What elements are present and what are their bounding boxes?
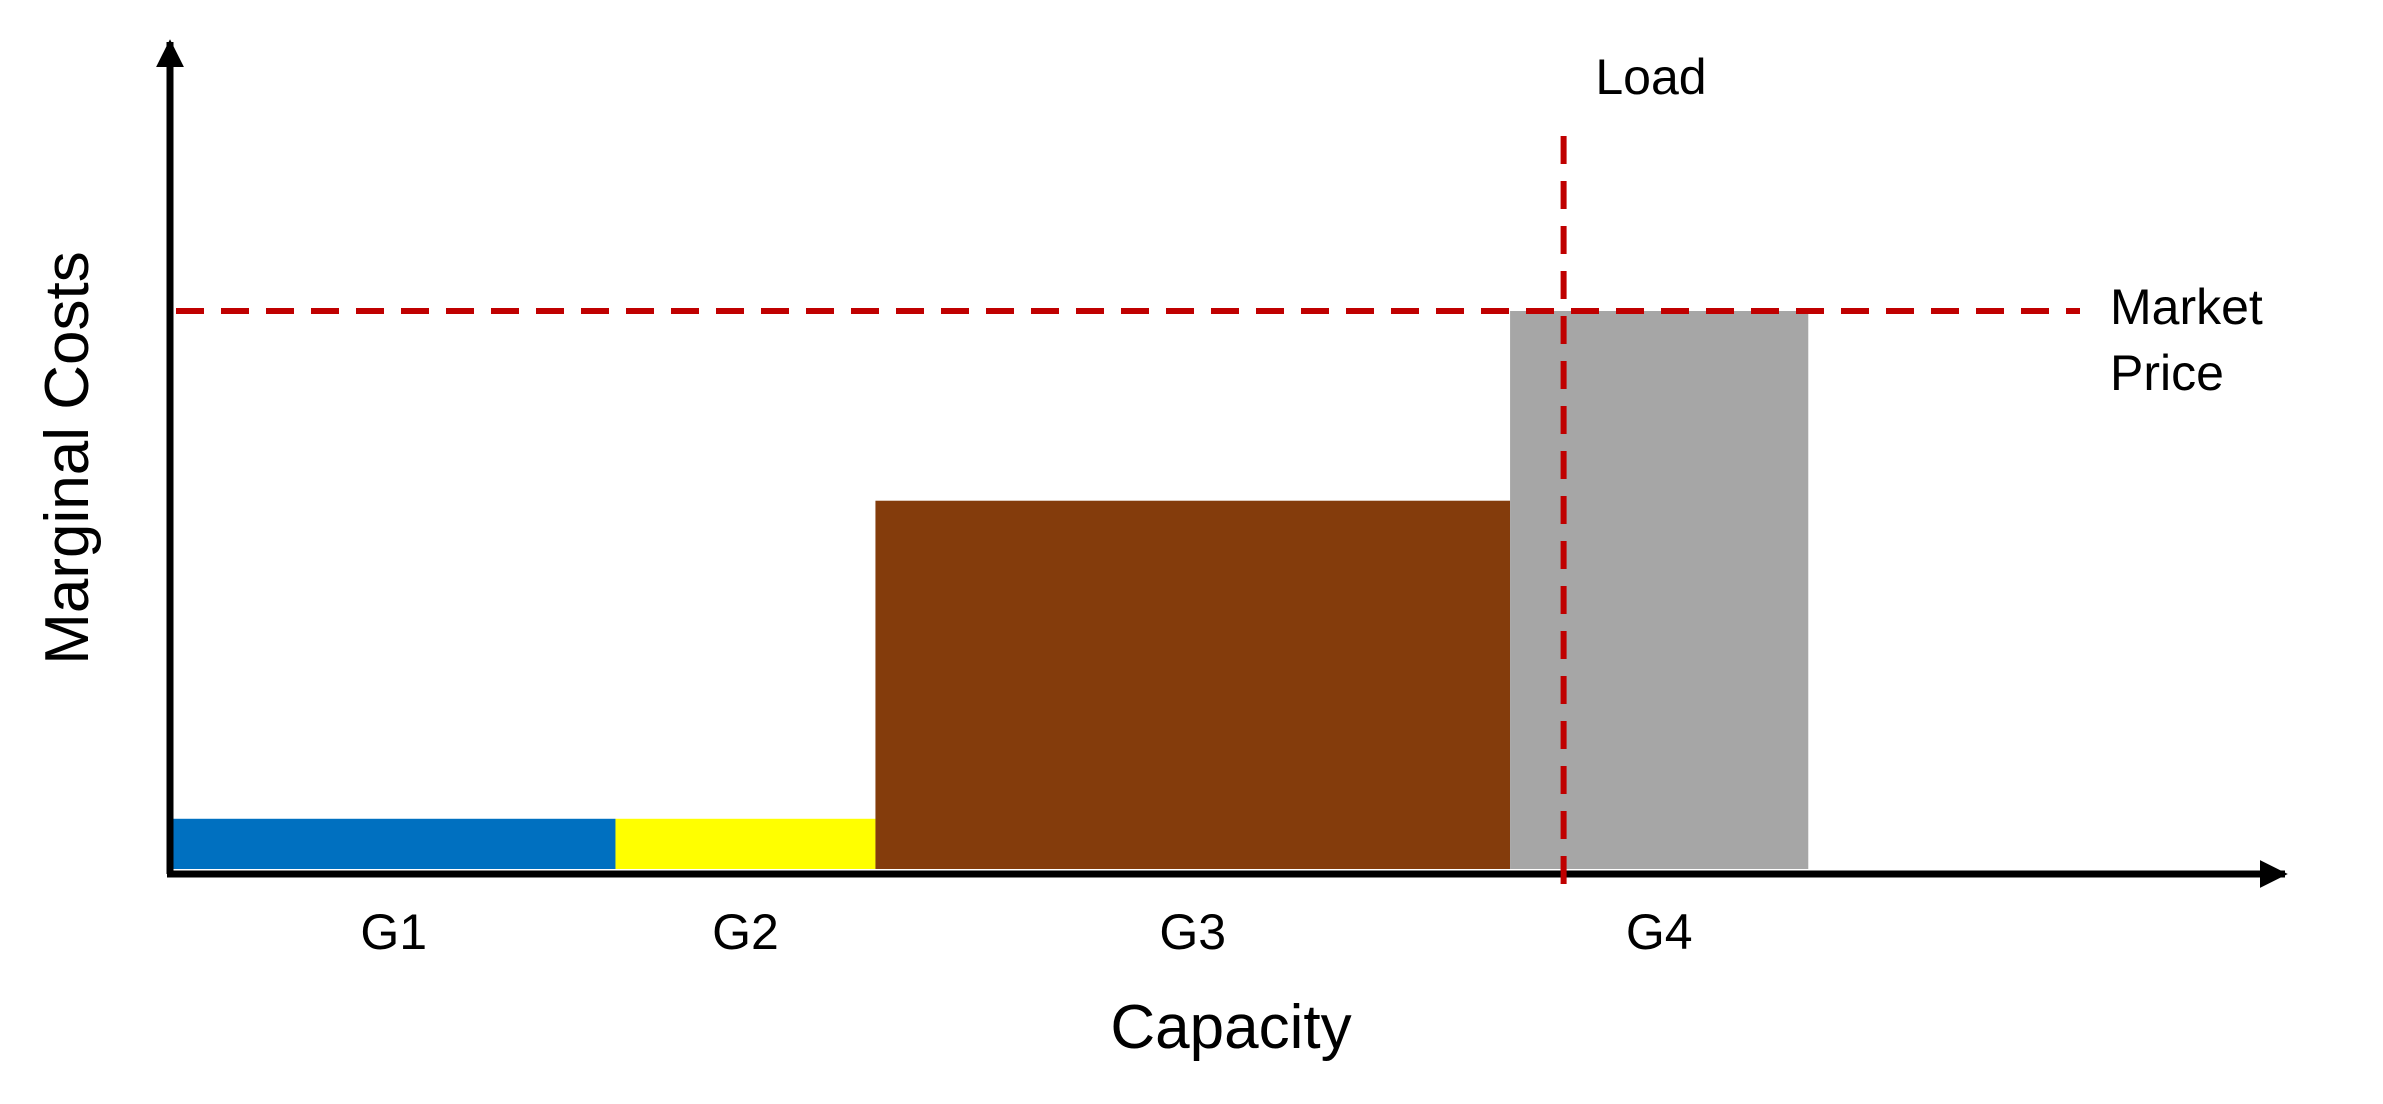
load-label: Load (1595, 49, 1706, 105)
bar-g1 (172, 818, 616, 869)
market-price-label-line-1: Market (2110, 279, 2263, 335)
bar-g3 (875, 500, 1511, 869)
category-label-g2: G2 (712, 904, 779, 960)
x-axis-title: Capacity (1110, 993, 1351, 1062)
y-axis-title: Marginal Costs (33, 251, 102, 664)
category-label-g1: G1 (360, 904, 427, 960)
bar-g4 (1510, 311, 1809, 869)
bar-g2 (615, 818, 876, 869)
category-label-g4: G4 (1626, 904, 1693, 960)
market-price-label: Market Price (2110, 279, 2277, 401)
category-label-g3: G3 (1159, 904, 1226, 960)
market-price-label-line-2: Price (2110, 345, 2224, 401)
